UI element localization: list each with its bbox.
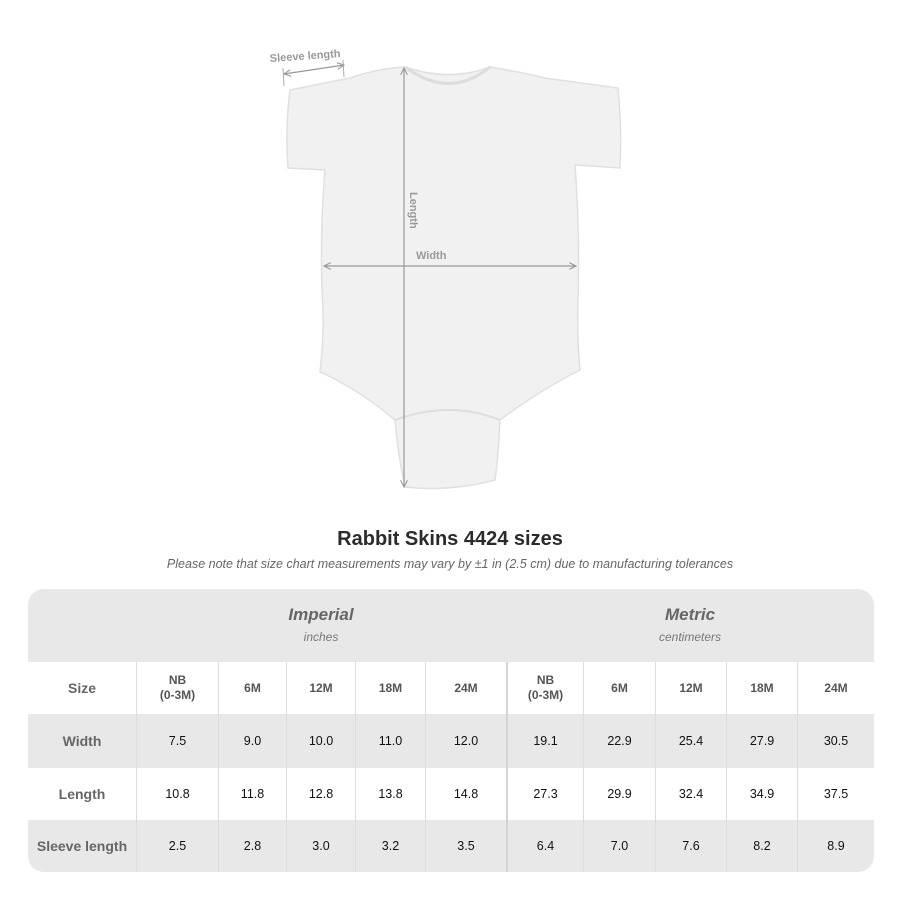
chart-title: Rabbit Skins 4424 sizes (337, 528, 563, 550)
table-cell: 25.4 (655, 714, 726, 768)
table-cell: 13.8 (355, 768, 425, 820)
table-cell: 2.8 (218, 820, 286, 872)
row-label: Sleeve length (36, 838, 128, 854)
row-label: Width (62, 733, 102, 749)
bodysuit-image (286, 66, 622, 490)
bodysuit-diagram: Sleeve length Length Width (269, 48, 622, 490)
table-cell: 7.5 (136, 714, 218, 768)
table-cell: 9.0 (218, 714, 286, 768)
row-label: Length (58, 786, 106, 802)
table-cell: 37.5 (797, 768, 874, 820)
table-cell: 24M (797, 662, 874, 714)
table-cell: 18M (726, 662, 797, 714)
table-cell: 10.8 (136, 768, 218, 820)
table-cell: 24M (425, 662, 506, 714)
table-cell: 12.0 (425, 714, 506, 768)
table-cell: 3.2 (355, 820, 425, 872)
table-cell: 12M (286, 662, 355, 714)
table-cell: 27.9 (726, 714, 797, 768)
table-cell: 19.1 (506, 714, 583, 768)
table-cell: 18M (355, 662, 425, 714)
table-cell: 8.9 (797, 820, 874, 872)
sleeve-length-label: Sleeve length (269, 48, 341, 65)
table-cell: 6M (218, 662, 286, 714)
table-cell: 14.8 (425, 768, 506, 820)
row-label: Size (67, 680, 96, 696)
table-cell: 29.9 (583, 768, 655, 820)
table-cell: NB (0-3M) (136, 662, 218, 714)
sleeve-arrow (284, 65, 344, 74)
table-cell: NB (0-3M) (506, 662, 583, 714)
table-cell: 11.0 (355, 714, 425, 768)
metric-header: Metric centimeters (506, 589, 874, 662)
table-cell: 30.5 (797, 714, 874, 768)
table-cell: 8.2 (726, 820, 797, 872)
width-label: Width (416, 250, 447, 262)
imperial-unit: inches (303, 630, 339, 644)
table-cell: 27.3 (506, 768, 583, 820)
table-cell: 7.0 (583, 820, 655, 872)
table-cell: 3.5 (425, 820, 506, 872)
table-cell: 10.0 (286, 714, 355, 768)
table-cell: 11.8 (218, 768, 286, 820)
table-row: Sleeve length 2.5 2.8 3.0 3.2 3.5 6.4 7.0 7.6 8.2… (28, 820, 874, 872)
metric-unit: centimeters (658, 630, 722, 644)
length-label: Length (407, 192, 419, 229)
table-cell: 12.8 (286, 768, 355, 820)
table-cell: 6.4 (506, 820, 583, 872)
table-row: Length 10.8 11.8 12.8 13.8 14.8 27.3 29.9 32.4 34… (28, 768, 874, 820)
size-table: Imperial inches Metric centimeters Size N… (28, 589, 874, 872)
table-row: Width 7.5 9.0 10.0 11.0 12.0 19.1 22.9 25.4 27.9 3… (28, 714, 874, 768)
table-cell: 34.9 (726, 768, 797, 820)
imperial-header: Imperial inches (136, 589, 506, 662)
table-cell: 7.6 (655, 820, 726, 872)
table-cell: 12M (655, 662, 726, 714)
table-cell: 22.9 (583, 714, 655, 768)
table-cell: 6M (583, 662, 655, 714)
table-cell: 32.4 (655, 768, 726, 820)
metric-title: Metric (664, 605, 716, 624)
table-cell: 3.0 (286, 820, 355, 872)
size-header-row: Size NB (0-3M) 6M 12M 18M 24M NB (0-3M) 6M 12M 18… (28, 662, 874, 714)
table-cell: 2.5 (136, 820, 218, 872)
tolerance-note: Please note that size chart measurements… (166, 557, 734, 571)
imperial-title: Imperial (288, 605, 354, 624)
